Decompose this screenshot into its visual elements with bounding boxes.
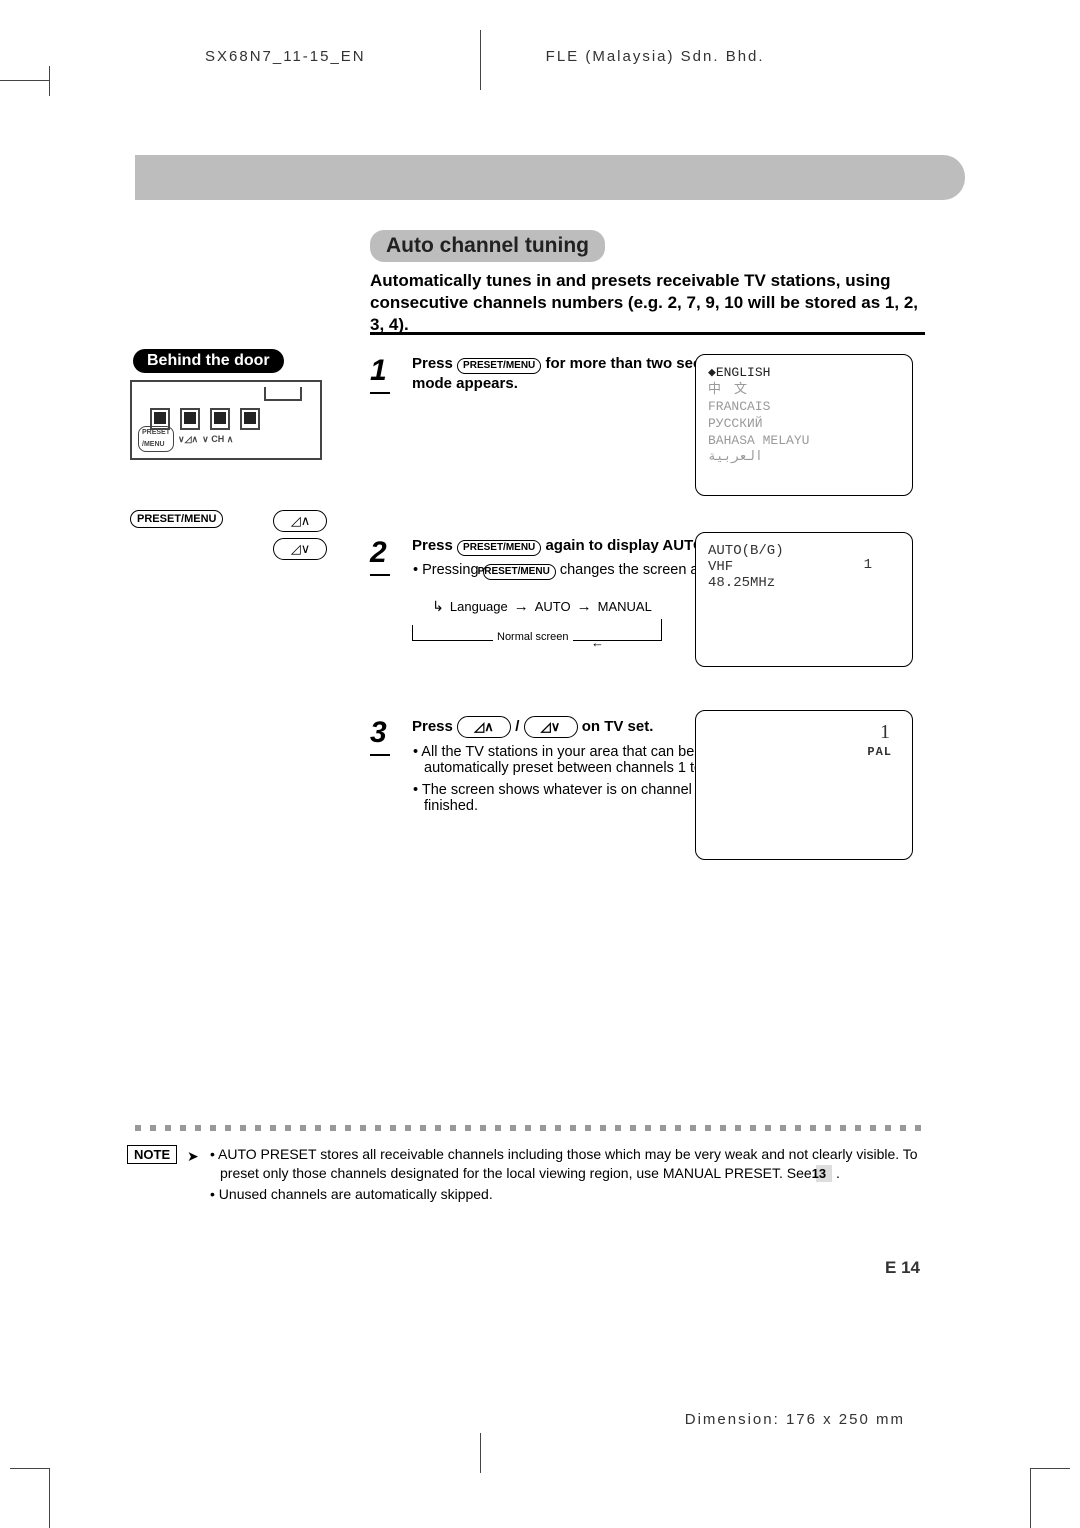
ch-num: 1 (864, 557, 872, 573)
preset-menu-key-inline: PRESET/MENU (457, 540, 541, 556)
lang-russian: РУССКИЙ (708, 416, 900, 433)
cycle-a: Language (450, 599, 508, 614)
rule (370, 574, 390, 576)
screen-auto: AUTO(B/G) VHF1 48.25MHz (695, 532, 913, 667)
title-bar-cap (920, 155, 965, 200)
manual-page: SX68N7_11-15_EN FLE (Malaysia) Sdn. Bhd.… (0, 0, 1080, 1528)
arrow-up-key: ◿∧ (273, 510, 327, 532)
remote-diagram: PRESET/MENU ∨◿∧ ∨ CH ∧ (130, 380, 322, 460)
arrow-right-icon (514, 598, 529, 615)
crop-mark (0, 80, 50, 110)
note-item: • Unused channels are automatically skip… (210, 1185, 920, 1204)
preset-menu-key: PRESET/MENU (130, 510, 223, 528)
lang-chinese: 中 文 (708, 382, 900, 399)
rule (370, 754, 390, 756)
section-title: Auto channel tuning (370, 230, 605, 262)
t: . (832, 1165, 840, 1181)
rule (370, 392, 390, 394)
screen-language: ◆ENGLISH 中 文 FRANCAIS РУССКИЙ BAHASA MEL… (695, 354, 913, 496)
cycle-b: AUTO (535, 599, 571, 614)
channel-one: 1 (880, 721, 890, 744)
key-callouts: PRESET/MENU ◿∧ ◿∨ (130, 510, 327, 560)
t: / (511, 718, 524, 735)
step-number: 3 (370, 716, 400, 750)
intro-text: Automatically tunes in and presets recei… (370, 270, 920, 336)
cycle-c: MANUAL (598, 599, 652, 614)
page-header: SX68N7_11-15_EN FLE (Malaysia) Sdn. Bhd. (0, 48, 1080, 65)
arrow-down-key: ◿∨ (273, 538, 327, 560)
title-bar (135, 155, 923, 200)
dotted-separator (135, 1125, 925, 1131)
remote-slot (264, 387, 302, 401)
t: • Pressing (413, 562, 483, 578)
page-number: E 14 (885, 1258, 920, 1278)
t: Press (412, 355, 457, 372)
page-dimension: Dimension: 176 x 250 mm (685, 1411, 905, 1428)
remote-btn (240, 408, 260, 430)
note-label: NOTE (127, 1145, 177, 1164)
divider (370, 332, 925, 335)
note-arrow-icon: ➤ (187, 1148, 199, 1165)
step-number: 2 (370, 536, 400, 570)
company-name: FLE (Malaysia) Sdn. Bhd. (546, 48, 765, 65)
lang-english: ◆ENGLISH (708, 365, 900, 382)
crop-tick (480, 1433, 481, 1473)
t: Press (412, 537, 457, 554)
mode-cycle-diagram: ↳ Language AUTO MANUAL Normal screen ← (412, 598, 672, 641)
preset-menu-key-inline: PRESET/MENU (483, 564, 556, 580)
crop-mark (0, 1468, 50, 1498)
arrow-up-key: ◿∧ (457, 716, 511, 738)
vhf: VHF (708, 559, 733, 575)
crop-mark (1030, 1468, 1080, 1498)
note-item: • AUTO PRESET stores all receivable chan… (210, 1145, 920, 1183)
preset-menu-key-inline: PRESET/MENU (457, 358, 541, 374)
t: on TV set. (578, 718, 654, 735)
arrow-keys: ◿∧ ◿∨ (273, 510, 327, 560)
screen-result: 1 PAL (695, 710, 913, 860)
arrow-down-key: ◿∨ (524, 716, 578, 738)
lang-melayu: BAHASA MELAYU (708, 433, 900, 450)
lang-francais: FRANCAIS (708, 399, 900, 416)
t: Press (412, 718, 457, 735)
cycle-normal: Normal screen (493, 631, 573, 643)
arrow-right-icon (577, 598, 592, 615)
behind-door-label: Behind the door (133, 349, 284, 373)
preset-menu-mini: PRESET/MENU (138, 426, 174, 452)
step-number: 1 (370, 354, 400, 388)
pal-label: PAL (867, 745, 892, 759)
arrow-left-icon: ← (591, 635, 604, 650)
doc-id: SX68N7_11-15_EN (205, 48, 366, 65)
vol-down-icon: ∨◿∧ (178, 434, 198, 445)
page-ref: 13 (816, 1165, 832, 1183)
lang-arabic: العربية (708, 449, 900, 466)
ch-icon: ∨ CH ∧ (202, 434, 233, 445)
note-body: • AUTO PRESET stores all receivable chan… (210, 1145, 920, 1206)
freq: 48.25MHz (708, 575, 900, 591)
remote-legend: PRESET/MENU ∨◿∧ ∨ CH ∧ (138, 426, 233, 452)
